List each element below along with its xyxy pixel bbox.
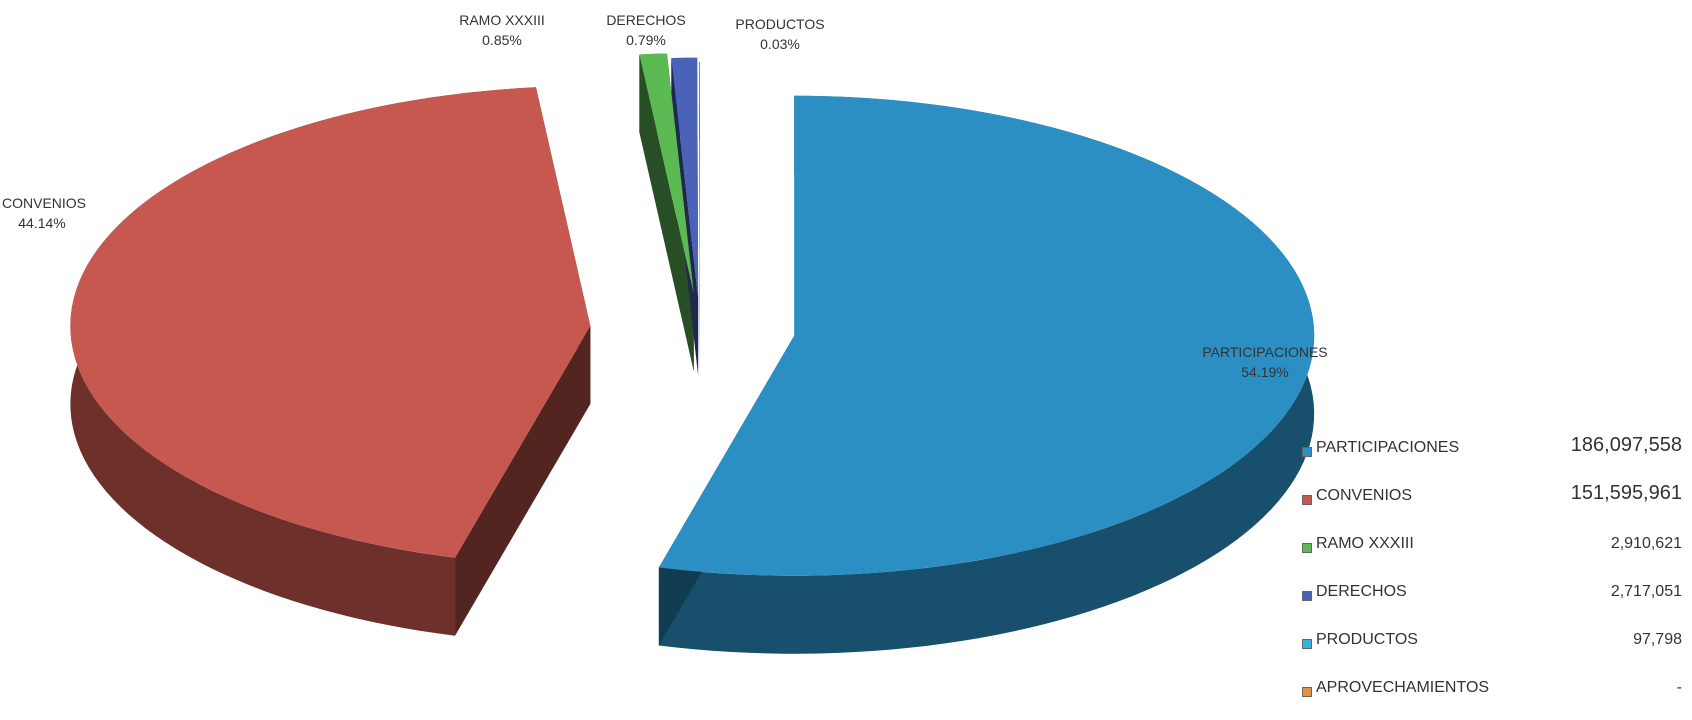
slice-label-productos: PRODUCTOS 0.03% [710, 14, 850, 54]
legend-label: PARTICIPACIONES [1316, 439, 1460, 456]
legend-label: PRODUCTOS [1316, 631, 1418, 648]
legend-item-ramo-xxxiii: RAMO XXXIII 2,910,621 [1302, 532, 1684, 580]
legend-item-aprovechamientos: APROVECHAMIENTOS - [1302, 676, 1684, 720]
slice-label-name: PARTICIPACIONES [1202, 344, 1328, 360]
slice-label-derechos: DERECHOS 0.79% [576, 10, 716, 50]
slice-label-percent: 0.79% [626, 32, 666, 48]
legend-swatch [1302, 687, 1312, 697]
slice-label-name: CONVENIOS [2, 195, 87, 211]
slice-label-percent: 44.14% [18, 215, 66, 231]
legend-value: - [1676, 679, 1682, 696]
slice-label-participaciones: PARTICIPACIONES 54.19% [1180, 342, 1350, 382]
legend: PARTICIPACIONES 186,097,558 CONVENIOS 15… [1302, 434, 1684, 720]
legend-swatch [1302, 495, 1312, 505]
legend-value: 2,717,051 [1610, 583, 1682, 600]
pie-cut-wall-convenios [455, 325, 591, 636]
legend-swatch [1302, 639, 1312, 649]
legend-item-participaciones: PARTICIPACIONES 186,097,558 [1302, 434, 1684, 484]
pie-cut-wall-productos [699, 62, 700, 381]
legend-item-derechos: DERECHOS 2,717,051 [1302, 580, 1684, 628]
legend-label: APROVECHAMIENTOS [1316, 679, 1490, 696]
legend-value: 2,910,621 [1610, 535, 1682, 552]
legend-item-convenios: CONVENIOS 151,595,961 [1302, 482, 1684, 532]
slice-label-percent: 54.19% [1241, 364, 1289, 380]
pie-tops [70, 53, 1315, 576]
slice-label-name: RAMO XXXIII [459, 12, 545, 28]
legend-item-productos: PRODUCTOS 97,798 [1302, 628, 1684, 676]
legend-label: DERECHOS [1316, 583, 1407, 600]
slice-label-name: DERECHOS [606, 12, 686, 28]
slice-label-convenios: CONVENIOS 44.14% [2, 193, 87, 233]
legend-value: 186,097,558 [1570, 434, 1682, 456]
pie-slice-ramo-xxxiii [639, 53, 694, 294]
pie-slice-derechos [671, 57, 699, 298]
legend-value: 151,595,961 [1570, 482, 1682, 504]
pie-slice-productos [699, 62, 700, 303]
slice-label-ramo-xxxiii: RAMO XXXIII 0.85% [432, 10, 572, 50]
legend-swatch [1302, 447, 1312, 457]
pie-cut-wall-ramo-xxxiii [639, 54, 694, 372]
legend-swatch [1302, 591, 1312, 601]
legend-value: 97,798 [1633, 631, 1682, 648]
slice-label-name: PRODUCTOS [735, 16, 825, 32]
slice-label-percent: 0.85% [482, 32, 522, 48]
legend-label: RAMO XXXIII [1316, 535, 1414, 552]
slice-label-percent: 0.03% [760, 36, 800, 52]
pie-slice-participaciones [658, 95, 1315, 576]
pie-slice-convenios [70, 87, 591, 558]
legend-label: CONVENIOS [1316, 487, 1413, 504]
legend-swatch [1302, 543, 1312, 553]
